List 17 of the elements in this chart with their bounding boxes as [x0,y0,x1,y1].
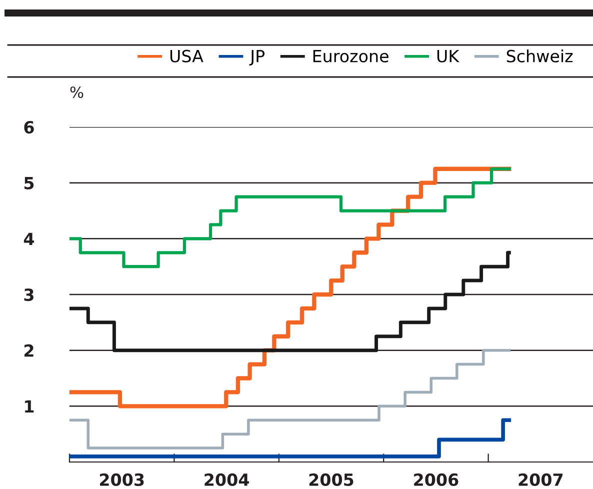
x-tick-label: 2003 [100,473,144,486]
legend-label: USA [170,50,204,62]
y-tick-label: 5 [24,177,34,190]
legend-label: Schweiz [506,50,573,62]
x-tick-label: 2004 [204,473,249,486]
legend-label: JP [249,50,265,66]
legend-label: Eurozone [313,50,388,62]
y-tick-label: 6 [24,120,34,134]
y-tick-label: 3 [24,288,34,302]
y-tick-label: 2 [24,344,34,357]
y-tick-label: 1 [25,400,34,412]
x-tick-label: 2006 [414,473,458,486]
legend-label: UK [437,50,460,62]
y-axis-title: % [70,86,84,98]
x-tick-label: 2007 [518,473,563,486]
x-tick-label: 2005 [309,473,354,486]
y-tick-label: 4 [24,232,34,245]
